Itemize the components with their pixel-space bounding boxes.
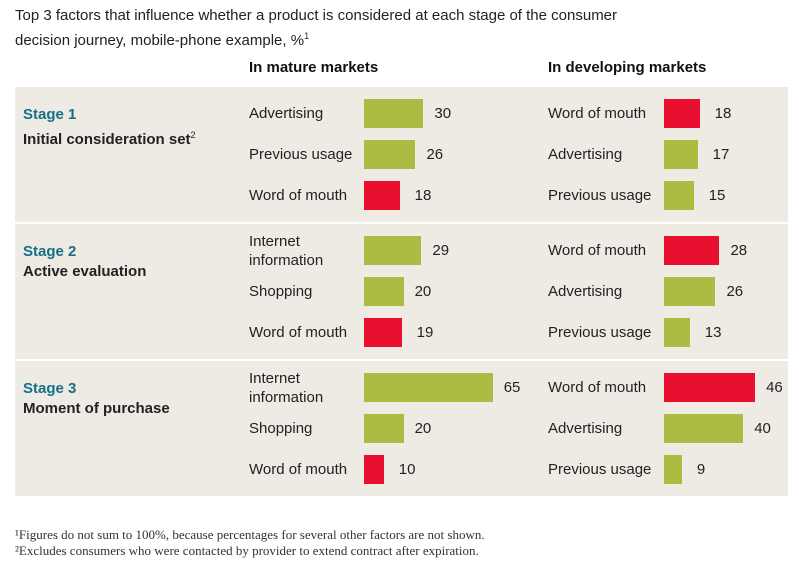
- stage-footnote-mark: 2: [190, 130, 196, 140]
- value-label: 65: [503, 379, 521, 396]
- stage-label: Stage 3 Moment of purchase: [23, 379, 170, 419]
- value-label: 18: [414, 187, 432, 204]
- value-label: 18: [714, 105, 732, 122]
- bar-mature: [364, 318, 402, 347]
- factor-label: Internet information: [249, 370, 324, 406]
- factor-label: Internet information: [249, 233, 324, 269]
- factor-label: Word of mouth: [548, 379, 647, 396]
- bar-mature: [364, 455, 384, 484]
- footnote-1: ¹Figures do not sum to 100%, because per…: [15, 527, 485, 542]
- bar-mature: [364, 373, 493, 402]
- factor-label: Word of mouth: [249, 187, 348, 204]
- factor-label: Previous usage: [548, 461, 652, 478]
- stage-name: Moment of purchase: [23, 400, 170, 417]
- stage-number: Stage 3: [23, 380, 77, 397]
- bar-developing: [664, 140, 698, 169]
- stage-number: Stage 2: [23, 243, 77, 260]
- bar-developing: [664, 181, 694, 210]
- value-label: 15: [708, 187, 726, 204]
- factor-label: Advertising: [249, 105, 324, 122]
- factor-label: Advertising: [548, 420, 623, 437]
- bar-mature: [364, 181, 400, 210]
- factor-label: Word of mouth: [249, 324, 348, 341]
- bar-developing: [664, 318, 690, 347]
- value-label: 19: [416, 324, 434, 341]
- value-label: 20: [414, 420, 432, 437]
- value-label: 13: [704, 324, 722, 341]
- chart-title: Top 3 factors that influence whether a p…: [15, 6, 665, 51]
- bar-developing: [664, 414, 744, 443]
- factor-label: Advertising: [548, 146, 623, 163]
- value-label: 26: [426, 146, 444, 163]
- value-label: 10: [398, 461, 416, 478]
- bar-mature: [364, 99, 424, 128]
- value-label: 26: [726, 283, 744, 300]
- value-label: 9: [696, 461, 706, 478]
- stage-label: Stage 1 Initial consideration set2: [23, 105, 196, 150]
- value-label: 30: [434, 105, 452, 122]
- factor-label: Shopping: [249, 420, 313, 437]
- factor-label: Word of mouth: [249, 461, 348, 478]
- value-label: 46: [766, 379, 783, 396]
- footnote-2: ²Excludes consumers who were contacted b…: [15, 543, 479, 558]
- stage-name: Active evaluation: [23, 263, 147, 280]
- bar-mature: [364, 414, 404, 443]
- bar-mature: [364, 277, 404, 306]
- factor-label: Shopping: [249, 283, 313, 300]
- stage-label: Stage 2 Active evaluation: [23, 242, 146, 282]
- column-header-mature: In mature markets: [249, 59, 379, 76]
- value-label: 17: [712, 146, 730, 163]
- value-label: 40: [754, 420, 771, 437]
- column-header-developing: In developing markets: [548, 59, 707, 76]
- title-text: Top 3 factors that influence whether a p…: [15, 7, 618, 49]
- stage-name: Initial consideration set2: [23, 130, 196, 148]
- title-footnote-mark: 1: [304, 31, 310, 41]
- value-label: 20: [414, 283, 432, 300]
- factor-label: Previous usage: [548, 187, 652, 204]
- factor-label: Previous usage: [249, 146, 353, 163]
- bar-mature: [364, 140, 416, 169]
- bar-developing: [664, 236, 720, 265]
- value-label: 29: [432, 242, 450, 259]
- factor-label: Word of mouth: [548, 105, 647, 122]
- bar-developing: [664, 373, 756, 402]
- factor-label: Word of mouth: [548, 242, 647, 259]
- factor-label: Previous usage: [548, 324, 652, 341]
- stage-number: Stage 1: [23, 106, 77, 123]
- factor-label: Advertising: [548, 283, 623, 300]
- bar-developing: [664, 455, 682, 484]
- value-label: 28: [730, 242, 748, 259]
- bar-developing: [664, 277, 716, 306]
- bar-developing: [664, 99, 700, 128]
- bar-mature: [364, 236, 422, 265]
